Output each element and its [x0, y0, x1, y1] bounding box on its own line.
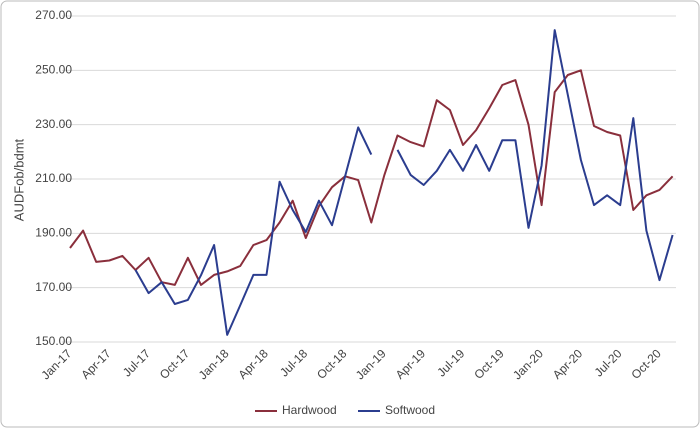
y-tick-label: 150.00 [35, 334, 72, 348]
legend-label: Softwood [385, 403, 435, 417]
legend-label: Hardwood [282, 403, 337, 417]
y-tick-label: 210.00 [35, 171, 72, 185]
y-tick-label: 190.00 [35, 226, 72, 240]
series-line [69, 69, 674, 286]
y-tick-label: 170.00 [35, 280, 72, 294]
y-tick-label: 230.00 [35, 117, 72, 131]
y-tick-label: 250.00 [35, 63, 72, 77]
y-tick-label: 270.00 [35, 8, 72, 22]
series-line [134, 29, 674, 336]
y-axis-label: AUDFob/bdmt [11, 138, 26, 221]
